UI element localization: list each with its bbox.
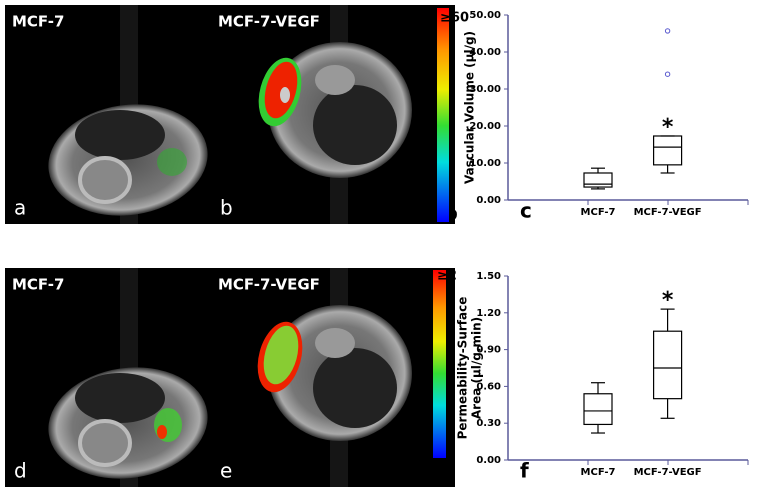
box (652, 330, 683, 400)
y-tick-label: 50.00 (469, 10, 501, 21)
y-axis-label: Permeability-Surface (456, 297, 470, 440)
panel-title: MCF-7 (12, 13, 64, 31)
panel-letter: d (14, 459, 27, 483)
colorbar-min: 0 (445, 474, 454, 489)
box (583, 393, 613, 426)
colorbar-max: ≥60 (440, 11, 469, 26)
y-axis-label: Area (µl/g.min) (470, 317, 484, 419)
panel-letter: c (520, 199, 532, 223)
panel-title: MCF-7-VEGF (218, 276, 320, 294)
significance: * (662, 288, 674, 313)
colorbar-max: ≥2 (437, 269, 457, 284)
y-tick-label: 1.20 (476, 308, 501, 319)
x-tick-label: MCF-7 (581, 467, 616, 478)
outlier (664, 28, 671, 34)
panel-title: MCF-7 (12, 276, 64, 294)
y-tick-label: 0.00 (476, 455, 501, 466)
panel-letter: b (220, 196, 233, 220)
mri-image (5, 268, 455, 487)
box (583, 172, 613, 188)
y-tick-label: 1.50 (476, 271, 501, 282)
x-tick-label: MCF-7-VEGF (634, 467, 702, 478)
y-tick-label: 0.00 (476, 195, 501, 206)
x-tick-label: MCF-7 (581, 207, 616, 218)
x-tick-label: MCF-7-VEGF (634, 207, 702, 218)
colorbar-min: 0 (448, 209, 457, 224)
mri-image (5, 5, 455, 224)
panel-title: MCF-7-VEGF (218, 13, 320, 31)
y-tick-label: 30.00 (469, 84, 501, 95)
y-axis-label: Vascular Volume (µl/g) (463, 31, 477, 184)
y-tick-label: 0.30 (476, 418, 501, 429)
significance: * (662, 115, 674, 140)
y-tick-label: 0.90 (476, 345, 501, 356)
y-tick-label: 10.00 (469, 158, 501, 169)
y-tick-label: 0.60 (476, 381, 501, 392)
box (652, 135, 683, 166)
panel-letter: a (14, 196, 26, 220)
panel-letter: f (520, 459, 529, 483)
outlier (664, 71, 671, 77)
y-tick-label: 20.00 (469, 121, 501, 132)
y-tick-label: 40.00 (469, 47, 501, 58)
panel-letter: e (220, 459, 232, 483)
